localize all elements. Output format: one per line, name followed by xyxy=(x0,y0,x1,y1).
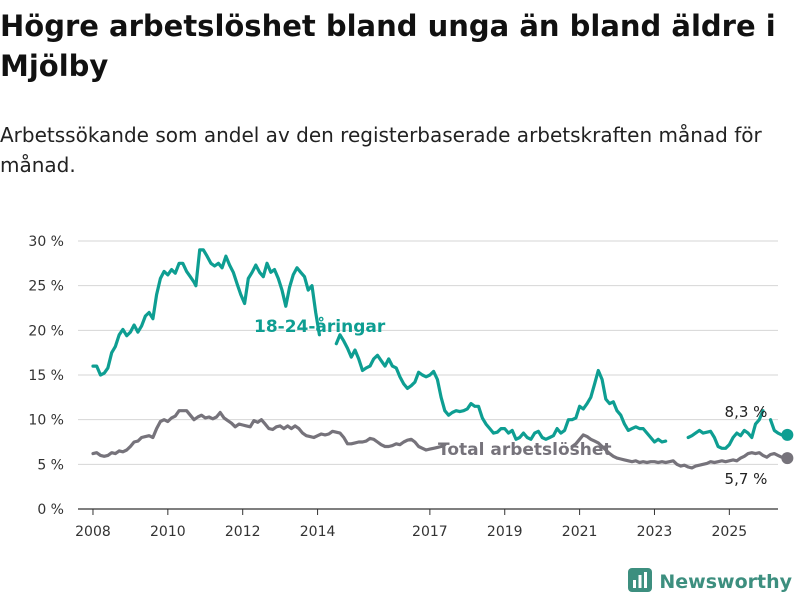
youth-end-point xyxy=(781,428,794,441)
x-tick-label: 2014 xyxy=(300,524,336,540)
y-tick-label: 10 % xyxy=(28,413,64,429)
total-end-point xyxy=(781,452,794,465)
total-series-line xyxy=(91,409,447,458)
youth-series-line xyxy=(334,333,668,444)
youth-series-label: 18-24-åringar xyxy=(254,315,386,337)
y-tick-label: 5 % xyxy=(37,457,64,473)
x-tick-label: 2023 xyxy=(637,524,673,540)
x-tick-label: 2025 xyxy=(712,524,748,540)
total-series-line xyxy=(570,433,784,470)
x-tick-label: 2012 xyxy=(225,524,261,540)
brand-name: Newsworthy xyxy=(659,571,792,593)
y-tick-label: 25 % xyxy=(28,279,64,295)
x-tick-label: 2008 xyxy=(75,524,111,540)
newsworthy-chart-logo-icon xyxy=(628,568,653,596)
series-layer xyxy=(91,248,794,470)
label-layer: 18-24-åringar Total arbetslöshet 8,3 % 5,7 … xyxy=(254,315,767,488)
y-tick-label: 30 % xyxy=(28,234,64,250)
x-tick-label: 2017 xyxy=(412,524,448,540)
x-tick-label: 2021 xyxy=(562,524,598,540)
line-chart: 0 % 5 % 10 % 15 % 20 % 25 % 30 % 2008 2010 2012 20… xyxy=(28,234,794,540)
axis-layer: 0 % 5 % 10 % 15 % 20 % 25 % 30 % 2008 2010 2012 20… xyxy=(28,234,747,540)
y-tick-label: 0 % xyxy=(37,502,64,518)
youth-series-line xyxy=(91,248,321,377)
total-series-label: Total arbetslöshet xyxy=(438,440,612,460)
youth-end-value-label: 8,3 % xyxy=(725,403,768,421)
y-tick-label: 15 % xyxy=(28,368,64,384)
x-tick-label: 2010 xyxy=(150,524,186,540)
y-tick-label: 20 % xyxy=(28,323,64,339)
newsworthy-brand: Newsworthy xyxy=(628,568,792,596)
page-title: Högre arbetslöshet bland unga än bland ä… xyxy=(0,9,776,83)
youth-series-line xyxy=(768,418,784,437)
x-tick-label: 2019 xyxy=(487,524,523,540)
grid-layer xyxy=(78,240,778,510)
total-end-value-label: 5,7 % xyxy=(725,470,768,488)
page-subtitle: Arbetssökande som andel av den registerb… xyxy=(0,123,762,177)
youth-series-line xyxy=(686,409,765,450)
